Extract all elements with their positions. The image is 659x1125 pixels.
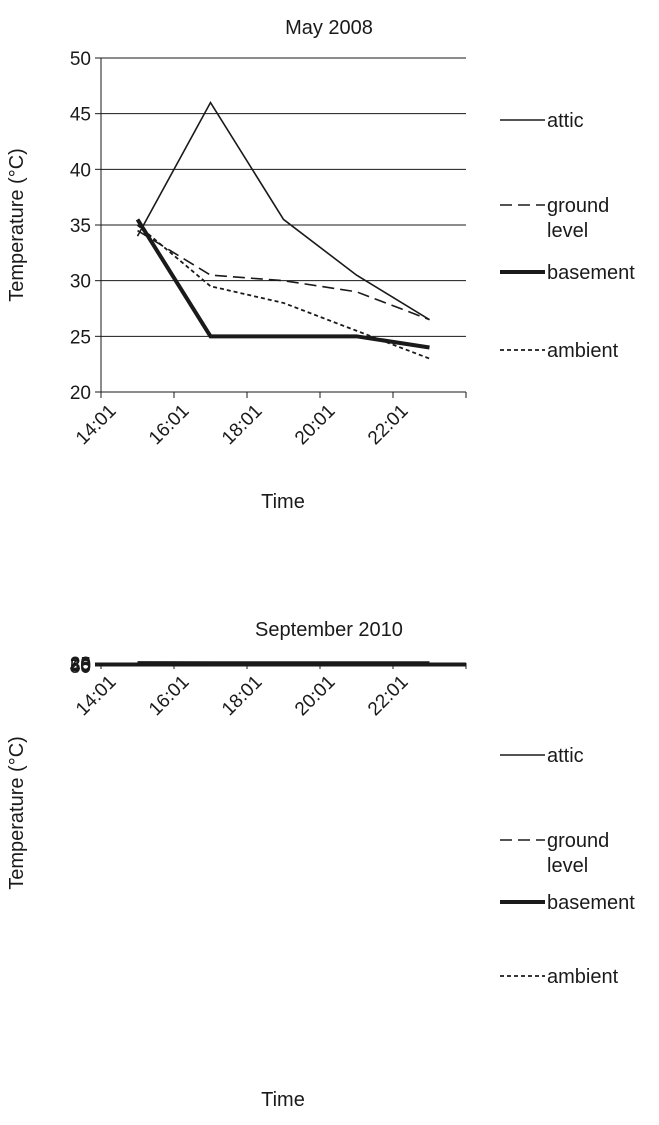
y-tick-label: 25 — [70, 327, 91, 348]
y-tick-label: 20 — [70, 383, 91, 404]
y-tick-label: 40 — [70, 160, 91, 181]
x-tick-label: 14:01 — [72, 401, 120, 449]
y-tick-label: 50 — [70, 49, 91, 70]
legend-label: ambient — [547, 340, 619, 362]
chart-title: May 2008 — [285, 17, 373, 39]
x-tick-label: 20:01 — [291, 401, 339, 449]
x-tick-label: 20:01 — [291, 672, 339, 720]
x-tick-label: 16:01 — [145, 401, 193, 449]
legend-label: basement — [547, 262, 635, 284]
y-tick-label: 50 — [70, 657, 91, 678]
legend-label: attic — [547, 745, 584, 767]
series-line-basement — [138, 219, 430, 347]
line-chart-svg: May 2008 Temperature (°C) Time 20 25 30 35 4… — [0, 0, 659, 540]
plot-area: 20 25 30 35 40 45 50 14:01 16:01 18:01 20:01 22:01 — [70, 49, 466, 449]
line-chart-svg: September 2010 Temperature (°C) Time 202… — [0, 580, 659, 1120]
x-tick-label: 18:01 — [218, 672, 266, 720]
y-tick-label: 30 — [70, 272, 91, 293]
chart-may-2008: May 2008 Temperature (°C) Time 20 25 30 35 4… — [0, 0, 659, 540]
x-tick-label: 14:01 — [72, 672, 120, 720]
legend-label: ambient — [547, 966, 619, 988]
x-tick-label: 22:01 — [364, 401, 412, 449]
chart-title: September 2010 — [255, 619, 403, 641]
x-tick-label: 22:01 — [364, 672, 412, 720]
y-tick-label: 45 — [70, 105, 91, 126]
legend-label: attic — [547, 110, 584, 132]
x-tick-label: 18:01 — [218, 401, 266, 449]
y-tick-label: 35 — [70, 216, 91, 237]
x-axis-label: Time — [261, 1089, 305, 1111]
y-axis-label: Temperature (°C) — [6, 736, 28, 890]
x-tick-label: 16:01 — [145, 672, 193, 720]
series-line-ground-level — [138, 231, 430, 320]
x-axis-label: Time — [261, 491, 305, 513]
y-axis-label: Temperature (°C) — [6, 148, 28, 302]
legend-label: basement — [547, 892, 635, 914]
